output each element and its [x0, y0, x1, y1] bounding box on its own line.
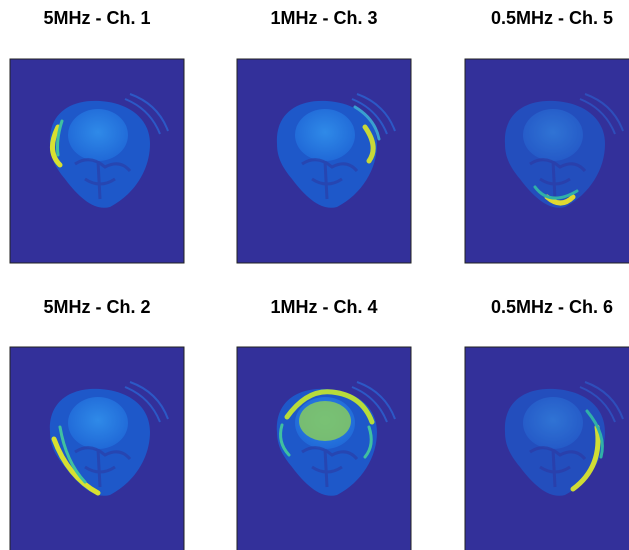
image: [465, 59, 629, 263]
image: [10, 347, 184, 550]
image: [10, 59, 184, 263]
panel: 0.5MHz - Ch. 5: [465, 8, 629, 263]
panel: 5MHz - Ch. 2: [10, 297, 184, 550]
panel: 1MHz - Ch. 3: [237, 8, 411, 263]
panel: 0.5MHz - Ch. 6: [465, 297, 629, 550]
figure: 5MHz - Ch. 1 1MHz - Ch. 3 0.5MHz - Ch. 5…: [0, 0, 629, 550]
panel-title: 5MHz - Ch. 1: [43, 8, 150, 28]
panel-title: 0.5MHz - Ch. 6: [491, 297, 613, 317]
panel-title: 5MHz - Ch. 2: [43, 297, 150, 317]
page: 5MHz - Ch. 1 1MHz - Ch. 3 0.5MHz - Ch. 5…: [0, 0, 629, 550]
image: [237, 347, 411, 550]
image: [465, 347, 629, 550]
panel: 1MHz - Ch. 4: [237, 297, 411, 550]
panel-title: 1MHz - Ch. 4: [270, 297, 377, 317]
panel-title: 1MHz - Ch. 3: [270, 8, 377, 28]
panel: 5MHz - Ch. 1: [10, 8, 184, 263]
image: [237, 59, 411, 263]
panel-title: 0.5MHz - Ch. 5: [491, 8, 613, 28]
